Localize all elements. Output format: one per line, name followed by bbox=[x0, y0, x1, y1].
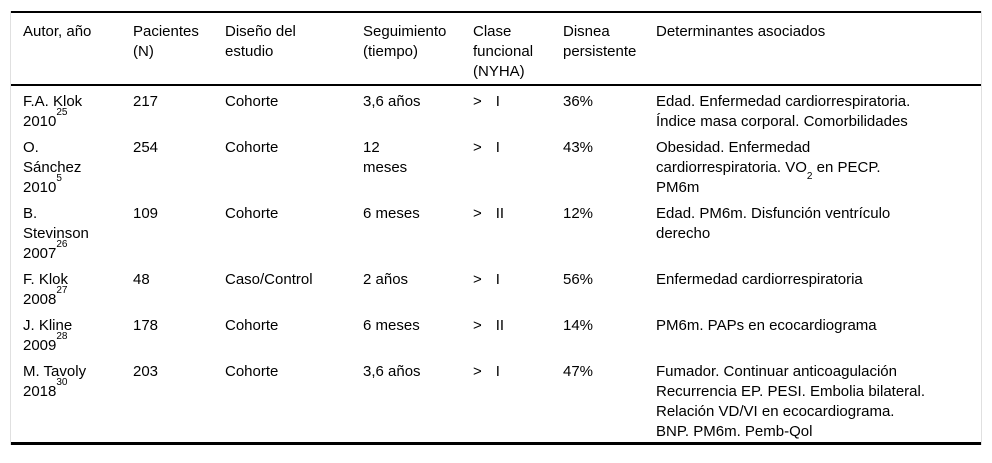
determinant-text: Obesidad. Enfermedad cardiorrespiratoria… bbox=[656, 139, 811, 176]
author-name: B. Stevinson 2007 bbox=[23, 205, 89, 262]
studies-table: Autor, año Pacientes (N) Diseño del estudi… bbox=[11, 11, 981, 445]
nyha-greater-than-symbol: > bbox=[473, 139, 482, 156]
cell-pacientes: 203 bbox=[133, 363, 159, 380]
cell-nyha: > II bbox=[473, 310, 563, 356]
determinant-text: Edad. Enfermedad cardiorrespiratoria. Ín… bbox=[656, 93, 911, 130]
reference-superscript: 30 bbox=[56, 377, 68, 388]
determinant-text: Edad. PM6m. Disfunción ventrículo derech… bbox=[656, 205, 891, 242]
column-header-autor: Autor, año bbox=[11, 12, 133, 86]
nyha-greater-than-symbol: > bbox=[473, 363, 482, 380]
cell-diseno: Caso/Control bbox=[225, 271, 313, 288]
cell-nyha: > I bbox=[473, 132, 563, 198]
cell-diseno: Cohorte bbox=[225, 317, 279, 334]
table-body: F.A. Klok 201025 217 Cohorte 3,6 años > I 36% E… bbox=[11, 85, 981, 444]
author-name: J. Kline 2009 bbox=[23, 317, 73, 354]
cell-nyha: > I bbox=[473, 264, 563, 310]
cell-autor: O. Sánchez 20105 bbox=[11, 132, 133, 198]
cell-pacientes: 178 bbox=[133, 317, 159, 334]
table-row: F.A. Klok 201025 217 Cohorte 3,6 años > I 36% E… bbox=[11, 85, 981, 132]
reference-superscript: 25 bbox=[56, 107, 68, 118]
cell-disnea: 56% bbox=[563, 271, 594, 288]
cell-pacientes: 109 bbox=[133, 205, 159, 222]
reference-superscript: 26 bbox=[56, 239, 68, 250]
cell-seguimiento: 12 meses bbox=[363, 139, 408, 176]
author-name: O. Sánchez 2010 bbox=[23, 139, 82, 196]
author-name: F. Klok 2008 bbox=[23, 271, 69, 308]
determinant-text: Enfermedad cardiorrespiratoria bbox=[656, 271, 863, 288]
determinant-text: en PECP. PM6m bbox=[656, 159, 881, 196]
cell-autor: B. Stevinson 200726 bbox=[11, 198, 133, 264]
column-header-pacientes: Pacientes (N) bbox=[133, 12, 225, 86]
nyha-greater-than-symbol: > bbox=[473, 93, 482, 110]
column-header-seguimiento: Seguimiento (tiempo) bbox=[363, 12, 473, 86]
cell-determinantes: Obesidad. Enfermedad cardiorrespiratoria… bbox=[656, 132, 981, 198]
nyha-greater-than-symbol: > bbox=[473, 317, 482, 334]
column-header-nyha: Clase funcional (NYHA) bbox=[473, 12, 563, 86]
table-row: F. Klok 200827 48 Caso/Control 2 años > I 56% E… bbox=[11, 264, 981, 310]
cell-seguimiento: 3,6 años bbox=[363, 93, 421, 110]
table-header: Autor, año Pacientes (N) Diseño del estudi… bbox=[11, 12, 981, 86]
nyha-class-value: I bbox=[495, 93, 500, 110]
cell-nyha: > I bbox=[473, 356, 563, 444]
nyha-class-value: II bbox=[495, 317, 505, 334]
column-header-determinantes: Determinantes asociados bbox=[656, 12, 981, 86]
table-row: M. Tavoly 201830 203 Cohorte 3,6 años > I 47% F… bbox=[11, 356, 981, 444]
cell-seguimiento: 6 meses bbox=[363, 317, 420, 334]
cell-determinantes: Edad. PM6m. Disfunción ventrículo derech… bbox=[656, 198, 981, 264]
nyha-class-value: I bbox=[495, 363, 500, 380]
determinant-text: PM6m. PAPs en ecocardiograma bbox=[656, 317, 877, 334]
reference-superscript: 5 bbox=[56, 173, 62, 184]
cell-nyha: > I bbox=[473, 85, 563, 132]
cell-autor: F.A. Klok 201025 bbox=[11, 85, 133, 132]
determinant-text: Fumador. Continuar anticoagulación Recur… bbox=[656, 363, 926, 440]
cell-diseno: Cohorte bbox=[225, 363, 279, 380]
table-frame: Autor, año Pacientes (N) Diseño del estudi… bbox=[10, 11, 982, 445]
cell-determinantes: PM6m. PAPs en ecocardiograma bbox=[656, 310, 981, 356]
cell-determinantes: Edad. Enfermedad cardiorrespiratoria. Ín… bbox=[656, 85, 981, 132]
cell-disnea: 14% bbox=[563, 317, 594, 334]
cell-disnea: 43% bbox=[563, 139, 594, 156]
table-row: J. Kline 200928 178 Cohorte 6 meses > II 14% PM… bbox=[11, 310, 981, 356]
column-header-diseno: Diseño del estudio bbox=[225, 12, 363, 86]
cell-seguimiento: 2 años bbox=[363, 271, 409, 288]
cell-autor: J. Kline 200928 bbox=[11, 310, 133, 356]
cell-autor: M. Tavoly 201830 bbox=[11, 356, 133, 444]
cell-determinantes: Fumador. Continuar anticoagulación Recur… bbox=[656, 356, 981, 444]
author-name: M. Tavoly 2018 bbox=[23, 363, 87, 400]
cell-diseno: Cohorte bbox=[225, 93, 279, 110]
table-header-row: Autor, año Pacientes (N) Diseño del estudi… bbox=[11, 12, 981, 86]
nyha-class-value: I bbox=[495, 139, 500, 156]
cell-disnea: 36% bbox=[563, 93, 594, 110]
cell-seguimiento: 3,6 años bbox=[363, 363, 421, 380]
table-row: O. Sánchez 20105 254 Cohorte 12 meses > I 43% O… bbox=[11, 132, 981, 198]
nyha-greater-than-symbol: > bbox=[473, 205, 482, 222]
nyha-class-value: II bbox=[495, 205, 505, 222]
cell-disnea: 12% bbox=[563, 205, 594, 222]
cell-diseno: Cohorte bbox=[225, 139, 279, 156]
cell-determinantes: Enfermedad cardiorrespiratoria bbox=[656, 264, 981, 310]
subscript-text: 2 bbox=[806, 171, 813, 182]
cell-seguimiento: 6 meses bbox=[363, 205, 420, 222]
reference-superscript: 28 bbox=[56, 331, 68, 342]
table-row: B. Stevinson 200726 109 Cohorte 6 meses > II 1… bbox=[11, 198, 981, 264]
cell-disnea: 47% bbox=[563, 363, 594, 380]
cell-pacientes: 217 bbox=[133, 93, 159, 110]
cell-pacientes: 48 bbox=[133, 271, 150, 288]
reference-superscript: 27 bbox=[56, 285, 68, 296]
cell-nyha: > II bbox=[473, 198, 563, 264]
cell-diseno: Cohorte bbox=[225, 205, 279, 222]
cell-autor: F. Klok 200827 bbox=[11, 264, 133, 310]
column-header-disnea: Disnea persistente bbox=[563, 12, 656, 86]
cell-pacientes: 254 bbox=[133, 139, 159, 156]
nyha-class-value: I bbox=[495, 271, 500, 288]
nyha-greater-than-symbol: > bbox=[473, 271, 482, 288]
author-name: F.A. Klok 2010 bbox=[23, 93, 83, 130]
